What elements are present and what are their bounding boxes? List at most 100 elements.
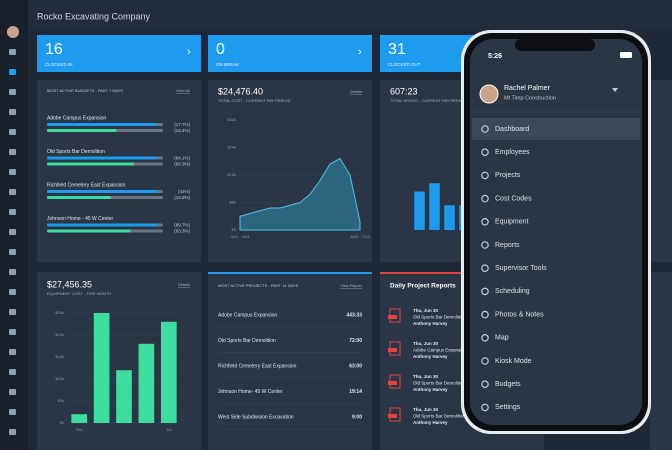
user-avatar (479, 84, 499, 104)
budget-name: Johnson Home - 45 W Center (47, 216, 113, 222)
bar (93, 313, 110, 423)
area (239, 157, 361, 231)
bar-fill (47, 229, 131, 233)
report-project: Adobe Campus Expansion (413, 348, 467, 353)
nav-icon[interactable] (9, 249, 16, 255)
y-tick-label: $5k (58, 398, 64, 403)
menu-item[interactable]: Budgets (495, 381, 521, 388)
menu-icon (481, 171, 489, 180)
nav-icon[interactable] (9, 49, 16, 55)
menu-active (472, 118, 640, 140)
nav-icon[interactable] (9, 89, 16, 95)
menu-item[interactable]: Dashboard (495, 126, 529, 133)
y-tick-label: $24k (227, 145, 236, 150)
avatar (7, 26, 19, 38)
y-tick-label: $32k (227, 117, 236, 122)
dropdown[interactable] (612, 88, 618, 92)
total: $24,476.40 (218, 86, 263, 96)
menu-item[interactable]: Settings (495, 404, 521, 411)
x-tick-label: Jul (166, 427, 171, 432)
nav-icon[interactable] (9, 149, 16, 155)
nav-icon[interactable] (9, 209, 16, 215)
project-name: Old Sports Bar Demolition (218, 338, 276, 344)
x-tick-label: Feb (76, 427, 84, 432)
nav-icon[interactable] (9, 269, 16, 275)
chevron: › (187, 46, 191, 58)
report-person: Anthony Harvey (413, 354, 448, 359)
bar (116, 370, 132, 423)
link: Details (350, 89, 362, 94)
bar (160, 321, 177, 423)
nav-icon[interactable] (9, 229, 16, 235)
stat-label: CLOCKED IN (45, 62, 73, 67)
project-hours: 19:14 (349, 389, 362, 395)
panel-title: MOST ACTIVE BUDGETS - PAST 7 DAYS (47, 88, 123, 93)
stat-value: 0 (216, 41, 225, 58)
menu-item[interactable]: Scheduling (495, 288, 530, 295)
project-hours: 9:00 (352, 414, 362, 420)
menu-item[interactable]: Employees (495, 149, 530, 156)
project-name: West Side Subdivision Excavation (218, 414, 294, 420)
nav-icon[interactable] (9, 289, 16, 295)
nav-icon[interactable] (9, 369, 16, 375)
project-name: Johnson Home- 45 W Center (218, 389, 283, 395)
subtitle: TOTAL COST - CURRENT PAY PERIOD (218, 98, 291, 103)
nav-icon[interactable] (9, 109, 16, 115)
percent: (94.1%) (174, 156, 190, 161)
menu-icon (481, 264, 489, 273)
bar (444, 205, 455, 230)
nav-icon[interactable] (9, 389, 16, 395)
menu-icon (481, 148, 489, 157)
menu-item[interactable]: Equipment (495, 219, 529, 226)
menu-item[interactable]: Photos & Notes (495, 311, 544, 318)
nav-icon[interactable] (9, 349, 16, 355)
percent: (68.3%) (174, 162, 190, 167)
panel-accent (208, 272, 372, 274)
stat-card[interactable] (37, 35, 201, 72)
menu-item[interactable]: Projects (495, 172, 521, 179)
nav-icon[interactable] (9, 129, 16, 135)
budget-name: Richfield Cemetery East Expansion (47, 182, 126, 188)
report-project: Old Sports Bar Demolition (413, 414, 466, 419)
pdf-badge (388, 414, 397, 418)
menu-item[interactable]: Map (495, 335, 509, 342)
menu-item[interactable]: Cost Codes (495, 195, 532, 202)
bar-fill (47, 123, 158, 126)
chevron: › (358, 46, 362, 58)
nav-icon[interactable] (9, 69, 16, 75)
panel (208, 272, 372, 450)
pdf-badge (388, 315, 397, 319)
nav-icon[interactable] (9, 169, 16, 175)
menu-icon (481, 357, 489, 365)
project-hours: 72:00 (349, 338, 362, 344)
nav-icon[interactable] (9, 309, 16, 315)
nav-icon[interactable] (9, 409, 16, 415)
nav-icon[interactable] (9, 329, 16, 335)
panel-title: Daily Project Reports (390, 283, 456, 290)
stat-card[interactable] (208, 35, 372, 72)
total: 607:23 (390, 86, 418, 96)
x-tick-label: 6/30 - 7/13 (350, 234, 370, 239)
menu-item[interactable]: Reports (495, 242, 520, 249)
notch (515, 39, 595, 51)
nav-icon[interactable] (9, 429, 16, 435)
sidebar (0, 0, 28, 450)
percent: (16.6%) (174, 195, 190, 200)
report-date: Thu, Jun 30 (413, 341, 439, 346)
menu-item[interactable]: Kiosk Mode (495, 358, 532, 365)
y-tick-label: $20k (55, 332, 64, 337)
menu-icon (481, 194, 489, 203)
menu-item[interactable]: Supervisor Tools (495, 265, 547, 272)
battery (620, 52, 632, 58)
percent: (17.7%) (174, 122, 190, 127)
top-bar (28, 0, 672, 30)
bar-fill (47, 162, 134, 166)
project-name: Adobe Campus Expansion (218, 312, 277, 318)
menu-icon (481, 310, 489, 319)
nav-icon[interactable] (9, 189, 16, 195)
project-hours: 63:00 (349, 363, 362, 369)
menu-icon (481, 403, 489, 412)
subtitle: EQUIPMENT COST - THIS MONTH (47, 291, 111, 296)
bar (138, 343, 155, 423)
